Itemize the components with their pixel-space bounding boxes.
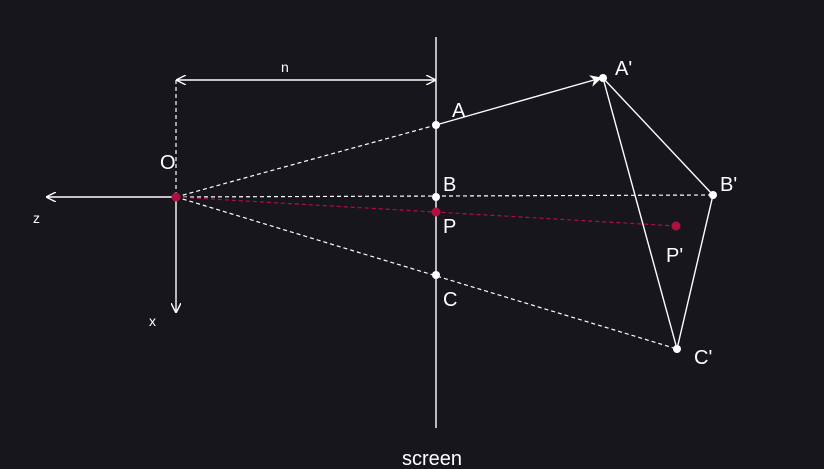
label-point-c: C <box>443 289 457 311</box>
edge-a-prime-c-prime <box>602 77 678 350</box>
point-p <box>431 207 441 217</box>
ray-a-to-a-prime <box>435 75 603 126</box>
label-distance: n <box>281 59 289 75</box>
point-p-prime <box>671 221 681 231</box>
edge-b-prime-c-prime <box>676 194 714 350</box>
label-axis-z: z <box>33 210 40 226</box>
point-c <box>432 271 440 279</box>
point-b-prime <box>709 191 717 199</box>
label-point-p-prime: P' <box>666 245 683 267</box>
ray-o-to-b-prime <box>175 194 714 198</box>
point-b <box>432 193 440 201</box>
point-o <box>171 192 181 202</box>
label-point-c-prime: C' <box>694 347 712 369</box>
edge-a-prime-b-prime <box>602 77 714 196</box>
label-point-a-prime: A' <box>615 58 632 80</box>
point-c-prime <box>673 345 681 353</box>
ray-o-to-p-prime <box>175 196 677 227</box>
point-a-prime <box>599 74 607 82</box>
point-a <box>432 121 440 129</box>
label-axis-x: x <box>149 313 156 329</box>
ray-o-to-a <box>175 124 437 198</box>
label-point-b: B <box>443 174 456 196</box>
label-point-a: A <box>452 100 466 122</box>
label-point-b-prime: B' <box>720 174 737 196</box>
label-origin: O <box>160 152 176 174</box>
ray-o-to-c-prime <box>175 196 678 350</box>
label-point-p: P <box>443 216 456 238</box>
label-screen: screen <box>402 448 462 469</box>
